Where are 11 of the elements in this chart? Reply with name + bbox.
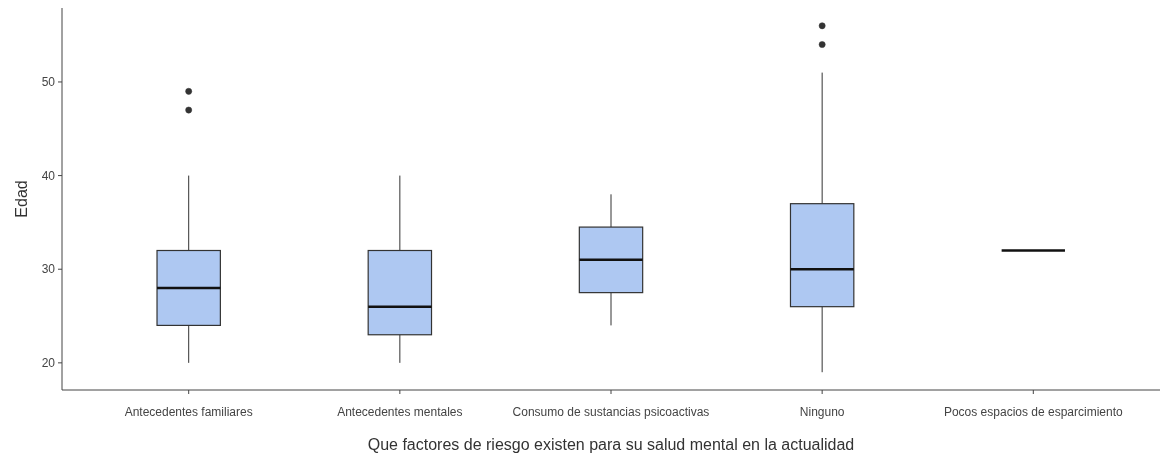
y-tick-label: 20 [41,356,56,371]
y-tick-label: 40 [41,168,56,183]
x-tick-label: Consumo de sustancias psicoactivas [512,405,710,419]
x-tick-label: Antecedentes mentales [337,405,463,419]
y-axis-title: Edad [13,180,30,218]
y-tick-label: 30 [41,262,56,277]
x-tick-label: Antecedentes familiares [124,405,253,419]
x-tick-label: Pocos espacios de esparcimiento [943,405,1124,419]
x-tick-label: Ninguno [799,405,845,419]
x-axis-title: Que factores de riesgo existen para su salud mental en la actualidad [367,436,855,453]
y-tick-label: 50 [41,75,56,90]
